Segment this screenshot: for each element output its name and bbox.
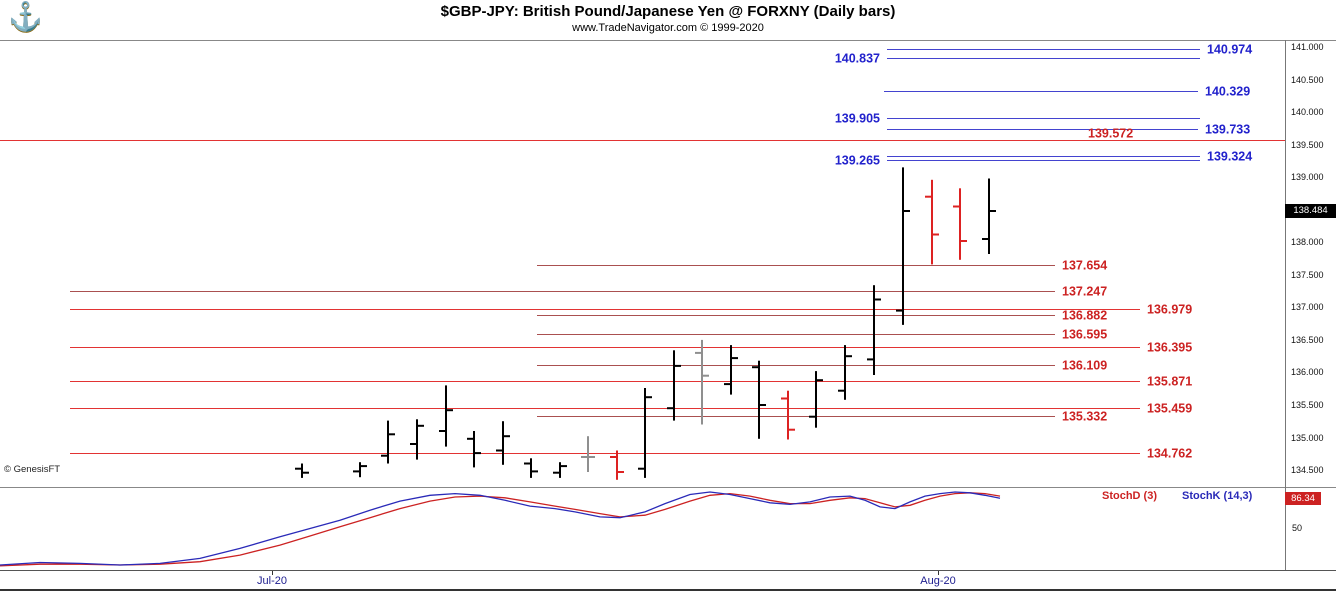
price-tick-137.000: 137.000 — [1291, 302, 1324, 313]
stoch-value-badge: 86.34 — [1285, 492, 1321, 506]
level-label-140.837: 140.837 — [835, 52, 880, 66]
level-label-137.247: 137.247 — [1062, 285, 1107, 299]
price-tick-141.000: 141.000 — [1291, 42, 1324, 53]
anchor-icon: ⚓ — [8, 1, 43, 32]
price-axis: 141.000140.500140.000139.500139.000138.5… — [1286, 40, 1336, 487]
level-label-136.109: 136.109 — [1062, 359, 1107, 373]
stochd-legend-label: StochD (3) — [1102, 490, 1157, 502]
level-label-140.974: 140.974 — [1207, 43, 1252, 57]
stoch-line-k — [0, 491, 1001, 566]
stochastic-panel[interactable] — [0, 487, 1285, 570]
level-label-134.762: 134.762 — [1147, 447, 1192, 461]
chart-title: $GBP-JPY: British Pound/Japanese Yen @ F… — [440, 3, 896, 20]
price-tick-137.500: 137.500 — [1291, 269, 1324, 280]
level-label-136.882: 136.882 — [1062, 309, 1107, 323]
level-label-136.395: 136.395 — [1147, 341, 1192, 355]
level-label-135.332: 135.332 — [1062, 410, 1107, 424]
level-label-139.733: 139.733 — [1205, 123, 1250, 137]
stoch-top-divider — [0, 487, 1336, 488]
price-tick-140.500: 140.500 — [1291, 74, 1324, 85]
level-label-135.459: 135.459 — [1147, 402, 1192, 416]
price-axis-divider — [1285, 40, 1286, 570]
level-label-139.265: 139.265 — [835, 154, 880, 168]
stoch-line-d — [0, 492, 1001, 567]
x-axis-tick — [938, 571, 939, 575]
x-axis-label-aug20: Aug-20 — [920, 575, 956, 587]
time-axis: Jul-20 Aug-20 — [0, 570, 1336, 591]
level-label-140.329: 140.329 — [1205, 85, 1250, 99]
x-axis-tick — [272, 571, 273, 575]
price-tick-136.500: 136.500 — [1291, 334, 1324, 345]
genesisft-watermark: © GenesisFT — [4, 464, 61, 475]
price-tick-134.500: 134.500 — [1291, 465, 1324, 476]
price-tick-135.500: 135.500 — [1291, 399, 1324, 410]
price-tick-139.500: 139.500 — [1291, 139, 1324, 150]
price-tick-135.000: 135.000 — [1291, 432, 1324, 443]
chart-top-divider — [0, 40, 1336, 41]
main-price-chart[interactable]: 140.974 140.837 140.329 139.905 139.733 139.5… — [0, 40, 1285, 487]
price-tick-139.000: 139.000 — [1291, 172, 1324, 183]
x-axis-label-jul20: Jul-20 — [257, 575, 287, 587]
level-label-136.979: 136.979 — [1147, 303, 1192, 317]
level-label-139.324: 139.324 — [1207, 150, 1252, 164]
stoch-mid-level-label: 50 — [1292, 523, 1303, 533]
last-price-badge: 138.484 — [1285, 203, 1336, 218]
stochk-legend-label: StochK (14,3) — [1182, 490, 1253, 502]
level-label-137.654: 137.654 — [1062, 259, 1107, 273]
level-label-139.905: 139.905 — [835, 112, 880, 126]
price-tick-138.000: 138.000 — [1291, 237, 1324, 248]
level-label-135.871: 135.871 — [1147, 375, 1192, 389]
price-tick-136.000: 136.000 — [1291, 367, 1324, 378]
chart-subtitle: www.TradeNavigator.com © 1999-2020 — [572, 22, 764, 34]
price-tick-140.000: 140.000 — [1291, 107, 1324, 118]
level-label-136.595: 136.595 — [1062, 328, 1107, 342]
level-label-139.572: 139.572 — [1088, 127, 1133, 141]
